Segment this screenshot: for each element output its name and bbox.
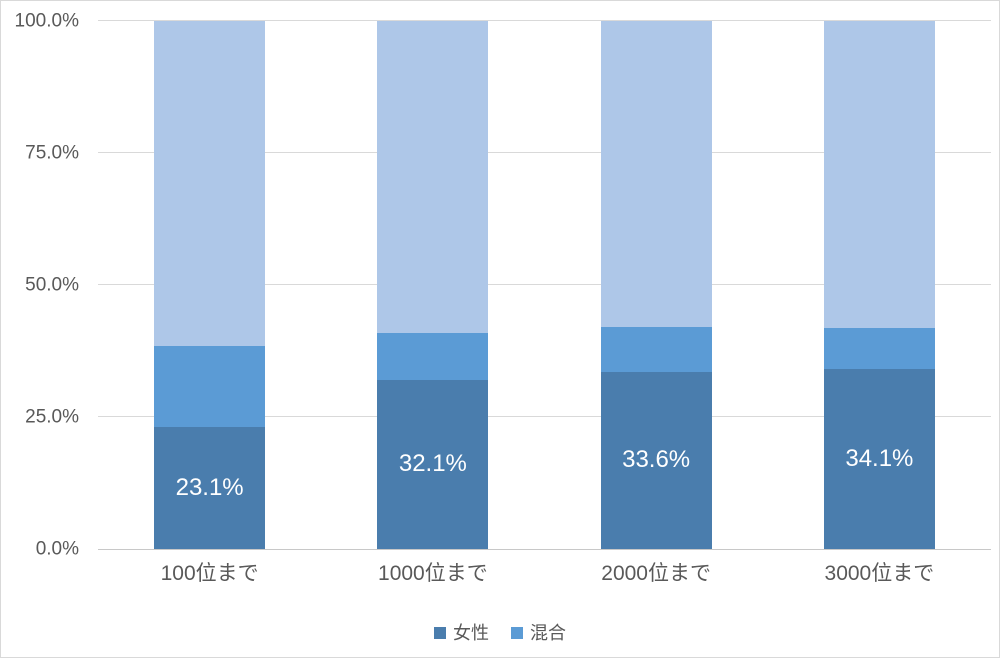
bar: 33.6%: [600, 21, 712, 549]
bar-segment-女性: 32.1%: [377, 379, 489, 549]
bar-segment-女性: 23.1%: [154, 427, 266, 549]
bar-group: 23.1%: [98, 21, 321, 549]
bar-segment: [377, 21, 489, 333]
y-tick-label: 100.0%: [14, 10, 79, 32]
gridline: [98, 549, 991, 550]
bar-segment-女性: 34.1%: [823, 368, 935, 549]
legend-item: 混合: [511, 624, 566, 642]
legend-swatch: [511, 627, 523, 639]
bar-segment: [154, 21, 266, 346]
bar: 34.1%: [823, 21, 935, 549]
data-label: 33.6%: [622, 446, 691, 474]
bar: 32.1%: [377, 21, 489, 549]
bar-segment-女性: 33.6%: [600, 371, 712, 549]
bar-group: 32.1%: [321, 21, 544, 549]
bar-group: 33.6%: [545, 21, 768, 549]
bar-segment: [823, 21, 935, 329]
legend-item: 女性: [434, 624, 489, 642]
legend: 女性 混合: [1, 624, 999, 642]
gridline: [98, 284, 991, 285]
data-label: 34.1%: [845, 444, 914, 472]
y-tick-label: 50.0%: [25, 274, 79, 296]
gridline: [98, 152, 991, 153]
y-tick-label: 0.0%: [35, 538, 79, 560]
x-axis: 100位まで 1000位まで 2000位まで 3000位まで: [98, 561, 991, 586]
bar-segment: [600, 21, 712, 327]
legend-label: 混合: [530, 623, 566, 643]
y-tick-label: 75.0%: [25, 142, 79, 164]
legend-label: 女性: [453, 623, 489, 643]
x-tick-label: 1000位まで: [378, 562, 488, 585]
data-label: 23.1%: [175, 474, 244, 502]
bar-segment-混合: [823, 328, 935, 369]
y-tick-label: 25.0%: [25, 406, 79, 428]
data-label: 32.1%: [398, 450, 467, 478]
legend-swatch: [434, 627, 446, 639]
plot-area: 23.1% 32.1% 33.6% 34.1%: [98, 20, 991, 550]
bar-segment-混合: [600, 326, 712, 372]
bar: 23.1%: [154, 21, 266, 549]
bar-segment-混合: [377, 332, 489, 380]
gridline: [98, 416, 991, 417]
bar-segment-混合: [154, 345, 266, 428]
x-tick-label: 2000位まで: [601, 562, 711, 585]
bar-group: 34.1%: [768, 21, 991, 549]
gridline: [98, 20, 991, 21]
x-tick-label: 100位まで: [160, 562, 259, 585]
x-tick-label: 3000位まで: [824, 562, 935, 585]
